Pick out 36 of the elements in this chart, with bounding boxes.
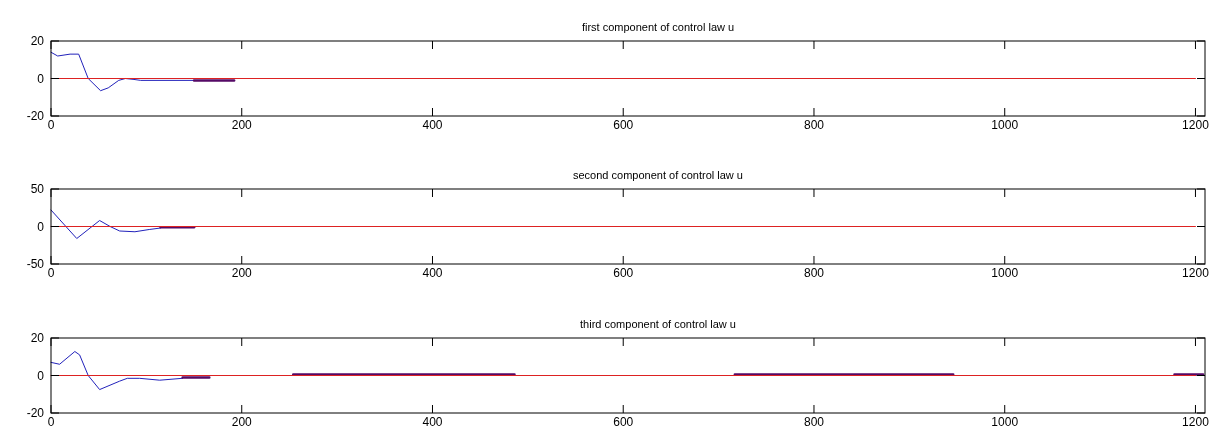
x-tick-label: 0 <box>47 118 55 132</box>
y-tick-label: 0 <box>37 219 45 234</box>
x-tick-label: 200 <box>231 118 253 132</box>
x-tick-label: 1200 <box>1182 118 1210 132</box>
x-tick-label: 200 <box>231 415 253 429</box>
x-tick-label: 400 <box>422 266 443 280</box>
x-tick-label: 1000 <box>991 415 1019 429</box>
x-tick-label: 800 <box>803 415 825 429</box>
y-tick-label: -20 <box>26 109 45 123</box>
y-tick-label: -20 <box>26 406 45 420</box>
x-tick-label: 400 <box>422 415 443 429</box>
y-tick-label: 50 <box>30 182 45 196</box>
line-series <box>50 209 162 239</box>
x-tick-label: 1200 <box>1182 415 1210 429</box>
y-tick-label: 0 <box>37 368 45 383</box>
x-tick-label: 0 <box>47 266 55 280</box>
y-tick-label: 20 <box>30 331 45 345</box>
chart-title: first component of control law u <box>581 21 735 33</box>
chart-title: third component of control law u <box>580 318 736 330</box>
x-tick-label: 800 <box>803 118 825 132</box>
x-tick-label: 1200 <box>1182 266 1210 280</box>
x-tick-label: 1000 <box>991 118 1019 132</box>
x-tick-label: 600 <box>613 118 634 132</box>
y-tick-label: 20 <box>30 34 45 48</box>
x-tick-label: 200 <box>231 266 253 280</box>
x-tick-label: 800 <box>803 266 825 280</box>
x-tick-label: 600 <box>613 266 634 280</box>
chart-title: second component of control law u <box>573 169 743 181</box>
line-series <box>50 51 195 92</box>
y-tick-label: 0 <box>37 71 45 86</box>
x-tick-label: 0 <box>47 415 55 429</box>
line-series <box>50 351 184 391</box>
x-tick-label: 400 <box>422 118 443 132</box>
x-tick-label: 600 <box>613 415 634 429</box>
x-tick-label: 1000 <box>991 266 1019 280</box>
y-tick-label: -50 <box>26 257 45 271</box>
